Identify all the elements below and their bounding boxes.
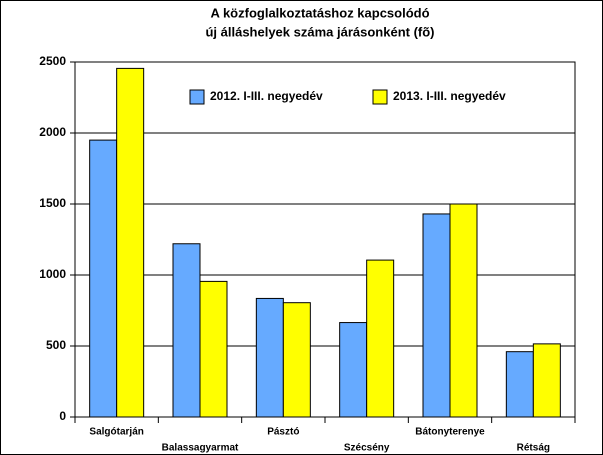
y-tick-label: 1000 bbox=[39, 267, 66, 281]
legend-swatch bbox=[372, 89, 388, 105]
legend-swatch bbox=[189, 89, 205, 105]
bar bbox=[282, 302, 311, 418]
x-tick-label: Bátonyterenye bbox=[415, 427, 485, 438]
bar bbox=[422, 213, 451, 418]
x-tick-label: Rétság bbox=[517, 443, 550, 454]
chart-title: új álláshelyek száma járásonként (fõ) bbox=[205, 24, 434, 39]
y-tick-label: 2000 bbox=[39, 125, 66, 139]
bar bbox=[339, 322, 368, 418]
plot-area bbox=[74, 61, 576, 418]
bar bbox=[366, 259, 395, 418]
y-tick-label: 2500 bbox=[39, 54, 66, 68]
bar bbox=[199, 280, 228, 418]
bar bbox=[449, 203, 478, 418]
x-tick-label: Salgótarján bbox=[89, 427, 143, 438]
x-tick-label: Pásztó bbox=[267, 427, 299, 438]
y-tick-label: 500 bbox=[46, 338, 66, 352]
bar bbox=[532, 343, 561, 418]
x-tick-label: Szécsény bbox=[344, 443, 390, 454]
bar bbox=[89, 139, 118, 418]
x-tick-label: Balassagyarmat bbox=[162, 443, 239, 454]
legend-label: 2013. I-III. negyedév bbox=[393, 89, 506, 103]
y-tick-label: 1500 bbox=[39, 196, 66, 210]
bar bbox=[116, 67, 145, 418]
bar bbox=[172, 243, 201, 418]
bar bbox=[255, 297, 284, 418]
y-tick-label: 0 bbox=[59, 409, 66, 423]
bar bbox=[505, 351, 534, 418]
chart-title: A közfoglalkoztatáshoz kapcsolódó bbox=[210, 5, 429, 20]
legend-label: 2012. I-III. negyedév bbox=[210, 89, 323, 103]
